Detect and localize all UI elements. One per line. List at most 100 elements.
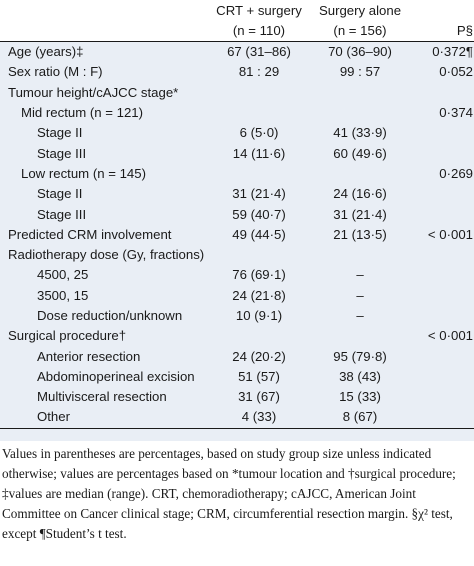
- cell-crt-surgery: 6 (5·0): [239, 125, 279, 141]
- header-variable: [0, 0, 212, 20]
- header-surgery-n: (n = 156): [306, 20, 414, 42]
- table-row: Surgical procedure† < 0·001: [0, 326, 474, 347]
- cell-surgery-alone: [306, 83, 414, 103]
- cell-crt-surgery: 4 (33): [212, 407, 306, 429]
- cell-p-value: 0·052: [439, 64, 473, 80]
- table-row: Anterior resection 24 (20·2) 95 (79·8): [0, 346, 474, 366]
- cell-p-value: [414, 204, 474, 224]
- cell-p-value: 0·372¶: [432, 44, 473, 60]
- cell-crt-surgery: 31 (67): [238, 389, 280, 405]
- cell-p-value: [414, 143, 474, 163]
- header-p-value: P§: [414, 20, 474, 42]
- baseline-characteristics-table: CRT + surgery Surgery alone (n = 110) (n…: [0, 0, 474, 429]
- row-label: Sex ratio (M : F): [8, 64, 103, 80]
- cell-crt-surgery: 14 (11·6): [232, 145, 286, 161]
- cell-crt-surgery: 81 : 29: [238, 64, 280, 80]
- row-label: Stage III: [37, 145, 87, 161]
- cell-surgery-alone: 15 (33): [339, 389, 381, 405]
- cell-p-value: [414, 367, 474, 387]
- row-label: Multivisceral resection: [37, 389, 167, 405]
- cell-p-value: [414, 286, 474, 306]
- row-label: Radiotherapy dose (Gy, fractions): [8, 247, 205, 263]
- cell-p-value: [414, 245, 474, 265]
- row-label: Abdominoperineal excision: [37, 368, 195, 384]
- cell-crt-surgery: [212, 103, 306, 123]
- table-row: Stage II 31 (21·4) 24 (16·6): [0, 184, 474, 204]
- table-footnote: Values in parentheses are percentages, b…: [2, 446, 456, 541]
- cell-crt-surgery: [212, 164, 306, 184]
- cell-crt-surgery: 24 (20·2): [232, 348, 286, 364]
- table-row: Stage II 6 (5·0) 41 (33·9): [0, 123, 474, 144]
- row-label: 3500, 15: [37, 287, 89, 303]
- cell-surgery-alone: [306, 164, 414, 184]
- table-row: Radiotherapy dose (Gy, fractions): [0, 244, 474, 266]
- row-label: Mid rectum (n = 121): [21, 105, 144, 121]
- table-row: Dose reduction/unknown 10 (9·1) –: [0, 306, 474, 326]
- cell-surgery-alone: 38 (43): [339, 368, 381, 384]
- cell-surgery-alone: 24 (16·6): [333, 186, 387, 202]
- cell-p-value: [414, 387, 474, 407]
- cell-p-value: [414, 184, 474, 204]
- row-label: Age (years)‡: [8, 44, 84, 60]
- cell-crt-surgery: 59 (40·7): [232, 206, 286, 222]
- cell-surgery-alone: 41 (33·9): [333, 125, 387, 141]
- row-label: Anterior resection: [37, 348, 141, 364]
- cell-surgery-alone: 21 (13·5): [333, 226, 387, 242]
- cell-p-value: [414, 346, 474, 366]
- cell-crt-surgery: [212, 326, 306, 346]
- table-row: Other 4 (33) 8 (67): [0, 407, 474, 429]
- cell-p-value: [414, 306, 474, 326]
- cell-surgery-alone: 60 (49·6): [333, 145, 387, 161]
- cell-surgery-alone: [306, 245, 414, 265]
- cell-surgery-alone: [306, 103, 414, 123]
- cell-surgery-alone: 95 (79·8): [333, 348, 387, 364]
- cell-p-value: [414, 83, 474, 103]
- cell-p-value: < 0·001: [427, 226, 473, 242]
- cell-surgery-alone: [306, 326, 414, 346]
- cell-p-value: [414, 123, 474, 143]
- cell-crt-surgery: 24 (21·8): [232, 287, 286, 303]
- table-row: Abdominoperineal excision 51 (57) 38 (43): [0, 366, 474, 388]
- header-variable-2: [0, 20, 212, 42]
- table-row: 3500, 15 24 (21·8) –: [0, 285, 474, 306]
- row-label: Predicted CRM involvement: [8, 226, 172, 242]
- cell-crt-surgery: [212, 83, 306, 103]
- cell-surgery-alone: 8 (67): [306, 407, 414, 429]
- cell-surgery-alone: 70 (36–90): [328, 44, 392, 60]
- cell-surgery-alone: –: [356, 287, 364, 303]
- table-row: Low rectum (n = 145) 0·269: [0, 163, 474, 185]
- table-row: Multivisceral resection 31 (67) 15 (33): [0, 387, 474, 407]
- header-surgery-alone: Surgery alone: [318, 3, 402, 18]
- cell-crt-surgery: 67 (31–86): [227, 44, 291, 60]
- row-label: Stage II: [37, 186, 83, 202]
- data-table-container: CRT + surgery Surgery alone (n = 110) (n…: [0, 0, 474, 441]
- cell-p-value: 0·269: [439, 165, 473, 181]
- row-label: Tumour height/cAJCC stage*: [8, 84, 179, 100]
- table-row: Tumour height/cAJCC stage*: [0, 82, 474, 103]
- row-label: Stage III: [37, 206, 87, 222]
- table-row: Mid rectum (n = 121) 0·374: [0, 103, 474, 123]
- cell-p-value: [414, 407, 474, 429]
- header-crt-surgery: CRT + surgery: [216, 3, 302, 18]
- cell-p-value: [414, 265, 474, 285]
- cell-crt-surgery: 51 (57): [238, 368, 280, 384]
- cell-surgery-alone: 99 : 57: [339, 64, 381, 80]
- cell-crt-surgery: [212, 245, 306, 265]
- table-row: Stage III 59 (40·7) 31 (21·4): [0, 204, 474, 225]
- row-label: Surgical procedure†: [8, 328, 127, 344]
- cell-surgery-alone: –: [356, 308, 364, 323]
- row-label: 4500, 25: [37, 267, 89, 283]
- header-crt-n: (n = 110): [212, 20, 306, 42]
- row-label: Dose reduction/unknown: [37, 308, 183, 323]
- cell-p-value: < 0·001: [427, 328, 473, 344]
- row-label: Other: [0, 407, 212, 429]
- cell-crt-surgery: 76 (69·1): [232, 267, 286, 283]
- header-p-spacer: [414, 0, 474, 20]
- cell-surgery-alone: –: [356, 267, 364, 283]
- cell-surgery-alone: 31 (21·4): [333, 206, 387, 222]
- table-row: 4500, 25 76 (69·1) –: [0, 265, 474, 285]
- table-row: Stage III 14 (11·6) 60 (49·6): [0, 143, 474, 163]
- cell-p-value: 0·374: [439, 105, 473, 121]
- table-row: Age (years)‡ 67 (31–86) 70 (36–90) 0·372¶: [0, 41, 474, 63]
- row-label: Low rectum (n = 145): [21, 165, 146, 181]
